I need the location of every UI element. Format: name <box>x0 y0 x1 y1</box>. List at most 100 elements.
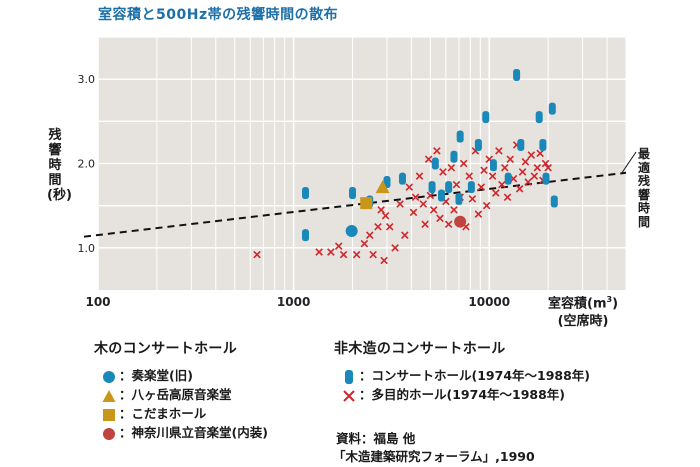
x-axis-label-main: 室容積(m3) <box>548 295 619 312</box>
multipurpose-hall-point <box>380 256 388 265</box>
legend-item-concert-hall: ：コンサートホール(1974年～1988年) <box>341 367 590 385</box>
legend-label: 神奈川県立音楽堂(内装) <box>131 425 268 440</box>
y-tick-labels: 1.0 2.0 3.0 <box>78 73 96 255</box>
multipurpose-hall-point <box>415 172 424 180</box>
x-axis-label-note: (空席時) <box>557 314 609 330</box>
concert-hall-point <box>535 111 543 124</box>
y-tick-label: 2.0 <box>78 158 96 171</box>
multipurpose-hall-point <box>452 180 461 189</box>
multipurpose-hall-point <box>536 149 544 158</box>
y-tick-label: 1.0 <box>78 242 96 255</box>
multipurpose-hall-point <box>477 183 486 191</box>
multipurpose-hall-point <box>374 222 382 231</box>
multipurpose-hall-point <box>500 163 509 172</box>
concert-hall-point <box>548 102 556 115</box>
multipurpose-hall-point <box>439 168 447 176</box>
wood-hall-point <box>375 180 390 194</box>
multipurpose-hall-point <box>530 172 539 180</box>
multipurpose-hall-point <box>365 231 374 239</box>
y-tick-label: 3.0 <box>78 73 96 86</box>
legend-label: コンサートホール(1974年～1988年) <box>371 368 591 383</box>
legend-label: ： <box>359 387 372 402</box>
concert-hall-point <box>398 172 406 185</box>
x-tick-labels: 100 1000 10000 <box>85 295 510 309</box>
multipurpose-hall-point <box>521 158 530 166</box>
multipurpose-hall-point <box>515 185 524 193</box>
multipurpose-hall-point <box>429 206 438 214</box>
legend-item-yatsugatake: ：八ヶ岳高原音楽堂 <box>101 386 232 404</box>
multipurpose-hall-point <box>396 200 404 208</box>
concert-hall-point <box>349 187 357 200</box>
legend-item-kodama: ：こだまホール <box>101 405 206 423</box>
multipurpose-hall-point <box>533 163 542 172</box>
multipurpose-hall-point <box>381 212 390 220</box>
multipurpose-hall-point <box>327 248 335 256</box>
legend-label: 多目的ホール(1974年～1988年) <box>371 387 566 402</box>
multipurpose-hall-point <box>377 206 385 214</box>
multipurpose-hall-point <box>474 210 483 218</box>
multipurpose-hall-point <box>488 172 497 180</box>
concert-hall-point <box>474 138 482 151</box>
legend-item-kanagawa: ：神奈川県立音楽堂(内装) <box>101 424 268 442</box>
blue-circle-icon <box>103 370 115 383</box>
wood-legend-title: 木のコンサートホール <box>94 341 237 357</box>
concert-hall-point <box>482 111 490 124</box>
source-line-2: 「木造建築研究フォーラム」,1990 <box>333 449 535 464</box>
gold-square-icon <box>103 408 115 421</box>
wood-hall-point <box>345 224 358 237</box>
horizontal-grid <box>98 36 626 249</box>
concert-hall-point <box>302 187 310 200</box>
legend-label: ： <box>119 425 132 440</box>
x-tick-label: 1000 <box>277 295 310 309</box>
source-line-1: 資料：福島 他 <box>336 431 416 446</box>
blue-capsule-icon <box>345 369 353 384</box>
concert-hall-point <box>445 181 453 194</box>
multipurpose-hall-point <box>527 151 536 159</box>
multipurpose-hall-point <box>391 244 399 252</box>
chart-title: 室容積と500Hz帯の残響時間の散布 <box>98 7 339 23</box>
gold-triangle-icon <box>102 389 116 402</box>
multipurpose-hall-point <box>498 180 506 189</box>
multipurpose-hall-point <box>524 178 532 186</box>
red-x-icon <box>343 389 355 402</box>
multipurpose-hall-point <box>503 193 512 201</box>
multipurpose-hall-point <box>480 166 488 175</box>
x-tick-label: 10000 <box>468 295 510 309</box>
concert-hall-point <box>467 181 475 194</box>
concert-hall-point <box>456 130 464 143</box>
multipurpose-hall-point <box>424 155 433 164</box>
y-axis-label: 残響時間(秒) <box>47 128 72 203</box>
multipurpose-hall-point <box>495 147 503 155</box>
nonwood-legend-title: 非木造のコンサートホール <box>334 341 506 357</box>
legend-item-sogakudo: ：奏楽堂(旧) <box>101 367 193 385</box>
concert-hall-point <box>504 172 512 185</box>
concert-hall-point <box>539 138 547 151</box>
multipurpose-hall-point <box>459 159 468 168</box>
legend-label: ： <box>119 368 132 383</box>
legend-item-multipurpose-hall: ：多目的ホール(1974年～1988年) <box>341 386 565 404</box>
multipurpose-hall-point <box>369 250 377 259</box>
multipurpose-hall-point <box>492 189 500 197</box>
multipurpose-hall-point <box>544 163 552 172</box>
multipurpose-hall-point <box>506 155 514 164</box>
concert-hall-point <box>431 157 439 170</box>
multipurpose-hall-point <box>447 163 456 172</box>
concert-hall-point <box>550 195 558 208</box>
optimum-line-leader <box>621 151 637 174</box>
multipurpose-hall-point <box>433 147 441 155</box>
x-axis-label: 室容積(m3) (空席時) <box>548 291 618 331</box>
multipurpose-hall-point <box>541 159 550 168</box>
multipurpose-hall-point <box>426 191 435 200</box>
multipurpose-hall-point <box>450 206 458 214</box>
multipurpose-hall-point <box>465 172 473 180</box>
optimum-reverberation-line <box>83 171 627 238</box>
multipurpose-hall-point <box>339 250 348 259</box>
multipurpose-hall-point <box>482 201 491 210</box>
multipurpose-hall-point <box>436 214 444 223</box>
legend-label: 奏楽堂(旧) <box>131 368 193 383</box>
wood-hall-point <box>360 197 373 210</box>
multipurpose-hall-point <box>421 220 429 228</box>
x-tick-label: 100 <box>85 295 110 309</box>
multipurpose-hall-point <box>334 242 343 250</box>
